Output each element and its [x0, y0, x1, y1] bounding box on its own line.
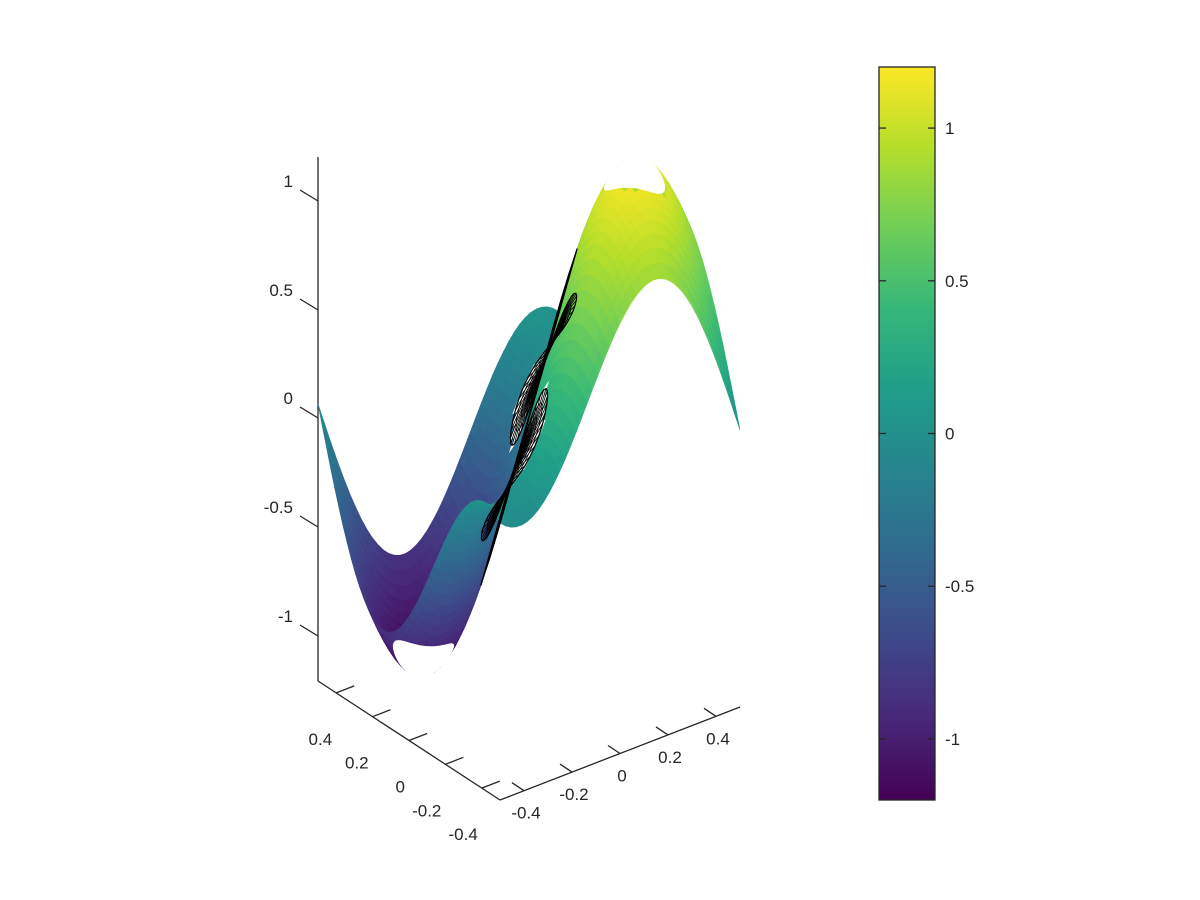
z-tick-mark — [299, 298, 319, 311]
mesh-spoke — [514, 428, 529, 471]
y-tick-mark — [481, 780, 501, 789]
y-tick-mark — [372, 709, 391, 718]
x-tick-label: 0.4 — [706, 729, 730, 748]
z-tick-mark — [299, 515, 319, 528]
y-tick-label: -0.2 — [412, 801, 441, 820]
colorbar-tick-label: -0.5 — [945, 577, 974, 596]
z-axis-ticks: -1 -0.5 0 0.5 1 — [264, 172, 319, 637]
colorbar-tick-label: 1 — [945, 119, 954, 138]
colorbar-tick-label: 0.5 — [945, 272, 969, 291]
y-tick-label: 0.2 — [345, 754, 369, 773]
colorbar-tick-label: -1 — [945, 730, 960, 749]
y-tick-mark — [408, 732, 428, 742]
x-tick-label: 0 — [617, 767, 626, 786]
z-tick-mark — [299, 624, 319, 637]
surface-patch — [730, 392, 741, 431]
z-tick-mark — [299, 406, 319, 419]
x-tick-mark — [655, 726, 669, 736]
surface-plot — [317, 156, 741, 678]
x-axis-ticks: -0.4 -0.2 0 0.2 0.4 — [511, 707, 730, 823]
hole-black-mesh-4 — [480, 248, 578, 586]
hole-empty — [392, 640, 455, 678]
hole-empty-1 — [603, 156, 666, 194]
x-tick-mark — [703, 707, 717, 717]
hole-empty — [603, 156, 666, 194]
z-tick-label: 0 — [284, 389, 293, 408]
z-tick-mark — [299, 189, 319, 202]
hole-empty-0 — [392, 640, 455, 678]
x-tick-label: 0.2 — [658, 748, 682, 767]
y-tick-label: 0.4 — [309, 730, 333, 749]
colorbar-ticks: -1 -0.5 0 0.5 1 — [879, 119, 974, 749]
z-tick-label: 0.5 — [269, 281, 293, 300]
surface-patch — [317, 403, 328, 442]
colorbar-gradient — [878, 66, 936, 801]
y-axis-ticks: -0.4 -0.2 0 0.2 0.4 — [309, 685, 501, 844]
x-tick-mark — [607, 744, 621, 755]
y-tick-label: 0 — [396, 778, 405, 797]
x-tick-label: -0.4 — [511, 804, 540, 823]
hole-mesh-lines — [480, 248, 578, 586]
y-tick-mark — [445, 756, 464, 765]
surface-axes: -1 -0.5 0 0.5 1 -0.4 -0.2 0 0.2 0.4 -0.4 -0.2 0 0.2… — [264, 157, 741, 844]
z-tick-label: 1 — [284, 172, 293, 191]
surface-holes — [392, 156, 666, 678]
z-tick-label: -0.5 — [264, 498, 293, 517]
colorbar-tick-label: 0 — [945, 425, 954, 444]
z-tick-label: -1 — [278, 607, 293, 626]
x-tick-label: -0.2 — [559, 785, 588, 804]
colorbar: -1 -0.5 0 0.5 1 — [878, 66, 974, 801]
y-tick-mark — [335, 685, 355, 694]
x-tick-mark — [511, 782, 525, 792]
x-tick-mark — [559, 763, 573, 773]
mesh-spoke — [528, 347, 549, 418]
y-tick-label: -0.4 — [449, 825, 478, 844]
